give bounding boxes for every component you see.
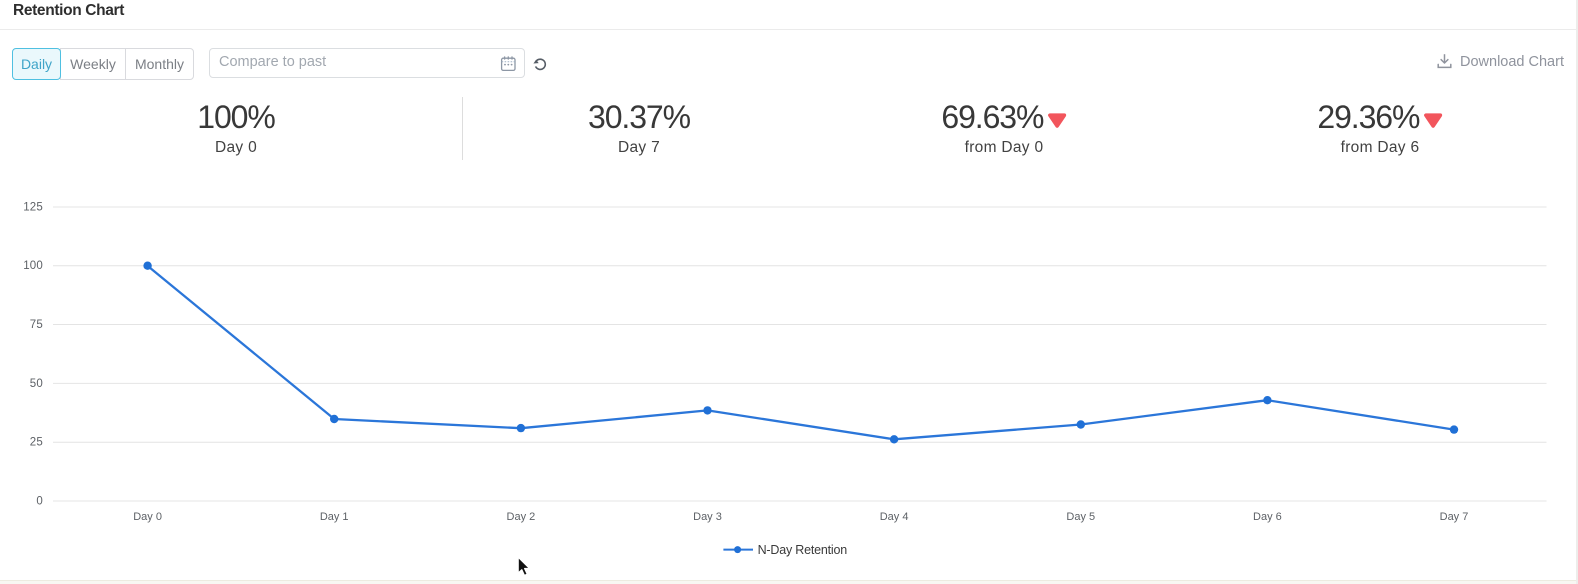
- svg-text:Day 4: Day 4: [880, 511, 909, 523]
- svg-text:125: 125: [23, 201, 43, 213]
- svg-text:Day 1: Day 1: [320, 511, 349, 523]
- svg-text:Day 7: Day 7: [1440, 511, 1469, 523]
- svg-text:75: 75: [30, 319, 43, 331]
- svg-text:50: 50: [30, 378, 43, 390]
- svg-text:100: 100: [23, 260, 43, 272]
- svg-text:Day 0: Day 0: [133, 511, 162, 523]
- svg-text:25: 25: [30, 437, 43, 449]
- svg-text:0: 0: [36, 495, 43, 507]
- svg-text:Day 5: Day 5: [1066, 511, 1095, 523]
- svg-text:N-Day Retention: N-Day Retention: [758, 543, 848, 557]
- svg-text:Day 6: Day 6: [1253, 511, 1282, 523]
- svg-text:Day 3: Day 3: [693, 511, 722, 523]
- svg-text:Day 2: Day 2: [507, 511, 536, 523]
